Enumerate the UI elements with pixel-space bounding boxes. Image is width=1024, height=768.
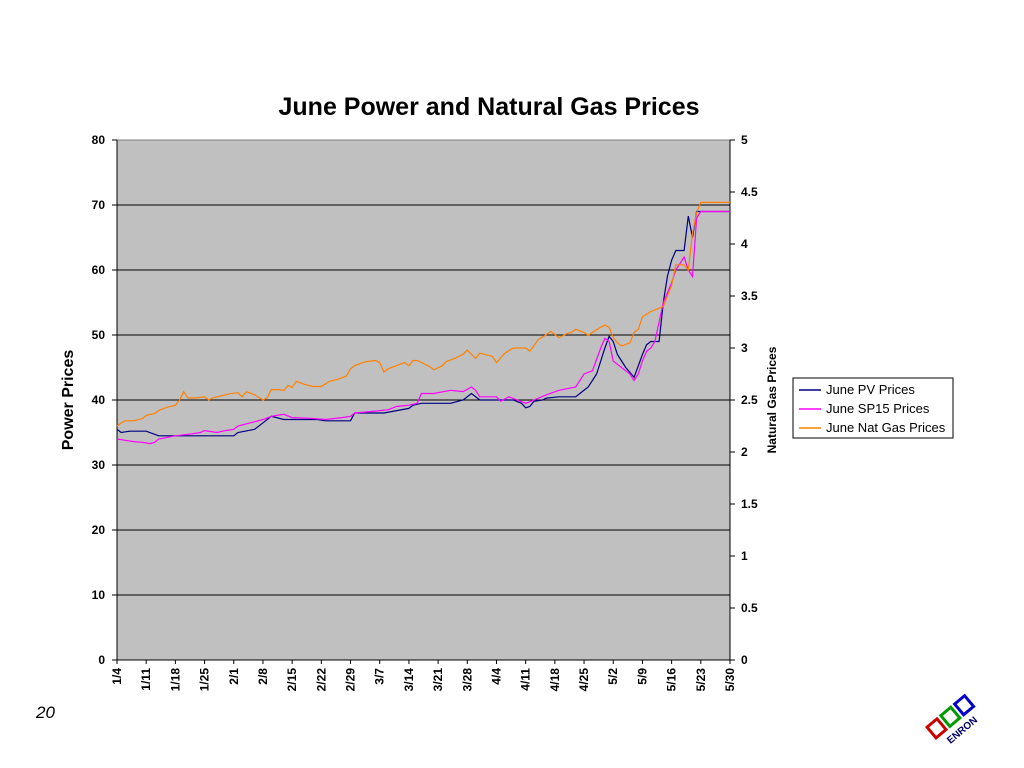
x-tick-label: 3/14 xyxy=(402,668,416,692)
y2-tick-label: 1 xyxy=(741,549,748,563)
y-tick-label: 0 xyxy=(98,653,105,667)
x-tick-label: 1/25 xyxy=(198,668,212,692)
x-tick-label: 5/2 xyxy=(606,668,620,685)
x-tick-label: 2/1 xyxy=(227,668,241,685)
y2-axis-label: Natural Gas Prices xyxy=(765,346,779,453)
x-tick-label: 2/8 xyxy=(256,668,270,685)
y2-tick-label: 5 xyxy=(741,133,748,147)
x-tick-label: 4/18 xyxy=(548,668,562,692)
y-tick-label: 20 xyxy=(92,523,106,537)
x-tick-label: 4/11 xyxy=(519,668,533,691)
y-tick-label: 30 xyxy=(92,458,106,472)
chart-title: June Power and Natural Gas Prices xyxy=(279,93,700,121)
x-tick-label: 1/18 xyxy=(168,668,182,692)
y2-tick-label: 3.5 xyxy=(741,289,758,303)
y2-tick-label: 4.5 xyxy=(741,185,758,199)
x-tick-label: 2/22 xyxy=(314,668,328,692)
x-tick-label: 4/4 xyxy=(489,668,503,685)
x-tick-label: 4/25 xyxy=(577,668,591,692)
y2-tick-label: 0.5 xyxy=(741,601,758,615)
page-number: 20 xyxy=(36,703,55,722)
legend-label: June SP15 Prices xyxy=(826,401,930,416)
x-tick-label: 2/15 xyxy=(285,668,299,692)
series-line-2 xyxy=(116,210,730,445)
y2-tick-label: 2 xyxy=(741,445,748,459)
logo-text: ENRON xyxy=(945,715,980,747)
x-tick-label: 5/23 xyxy=(694,668,708,692)
x-tick-label: 2/29 xyxy=(344,668,358,692)
x-tick-label: 5/9 xyxy=(635,668,649,685)
y-tick-label: 50 xyxy=(92,328,106,342)
x-tick-label: 3/7 xyxy=(373,668,387,685)
plot-area: 0 10 20 30 40 50 60 70 80 0 0.5 1 1.5 2 2.5 3 3.5 4 4.5 5 1/… xyxy=(92,133,758,691)
y-tick-label: 10 xyxy=(92,588,106,602)
enron-logo: ENRON xyxy=(924,693,980,747)
y2-tick-label: 2.5 xyxy=(741,393,758,407)
y-tick-label: 70 xyxy=(92,198,106,212)
y2-tick-label: 0 xyxy=(741,653,748,667)
x-tick-label: 3/21 xyxy=(431,668,445,692)
y2-tick-label: 3 xyxy=(741,341,748,355)
legend-label: June PV Prices xyxy=(826,382,915,397)
y2-tick-label: 4 xyxy=(741,237,748,251)
y-tick-label: 60 xyxy=(92,263,106,277)
x-tick-label: 3/28 xyxy=(460,668,474,692)
y-tick-label: 80 xyxy=(92,133,106,147)
y2-tick-label: 1.5 xyxy=(741,497,758,511)
legend-label: June Nat Gas Prices xyxy=(826,420,946,435)
y-axis-label: Power Prices xyxy=(60,350,77,451)
x-tick-label: 5/30 xyxy=(723,668,737,692)
series-line-3 xyxy=(116,201,730,427)
legend: June PV Prices June SP15 Prices June Nat G… xyxy=(792,377,954,439)
x-tick-label: 1/11 xyxy=(139,668,153,691)
y-tick-label: 40 xyxy=(92,393,106,407)
x-tick-label: 1/4 xyxy=(110,668,124,685)
x-tick-label: 5/16 xyxy=(665,668,679,692)
